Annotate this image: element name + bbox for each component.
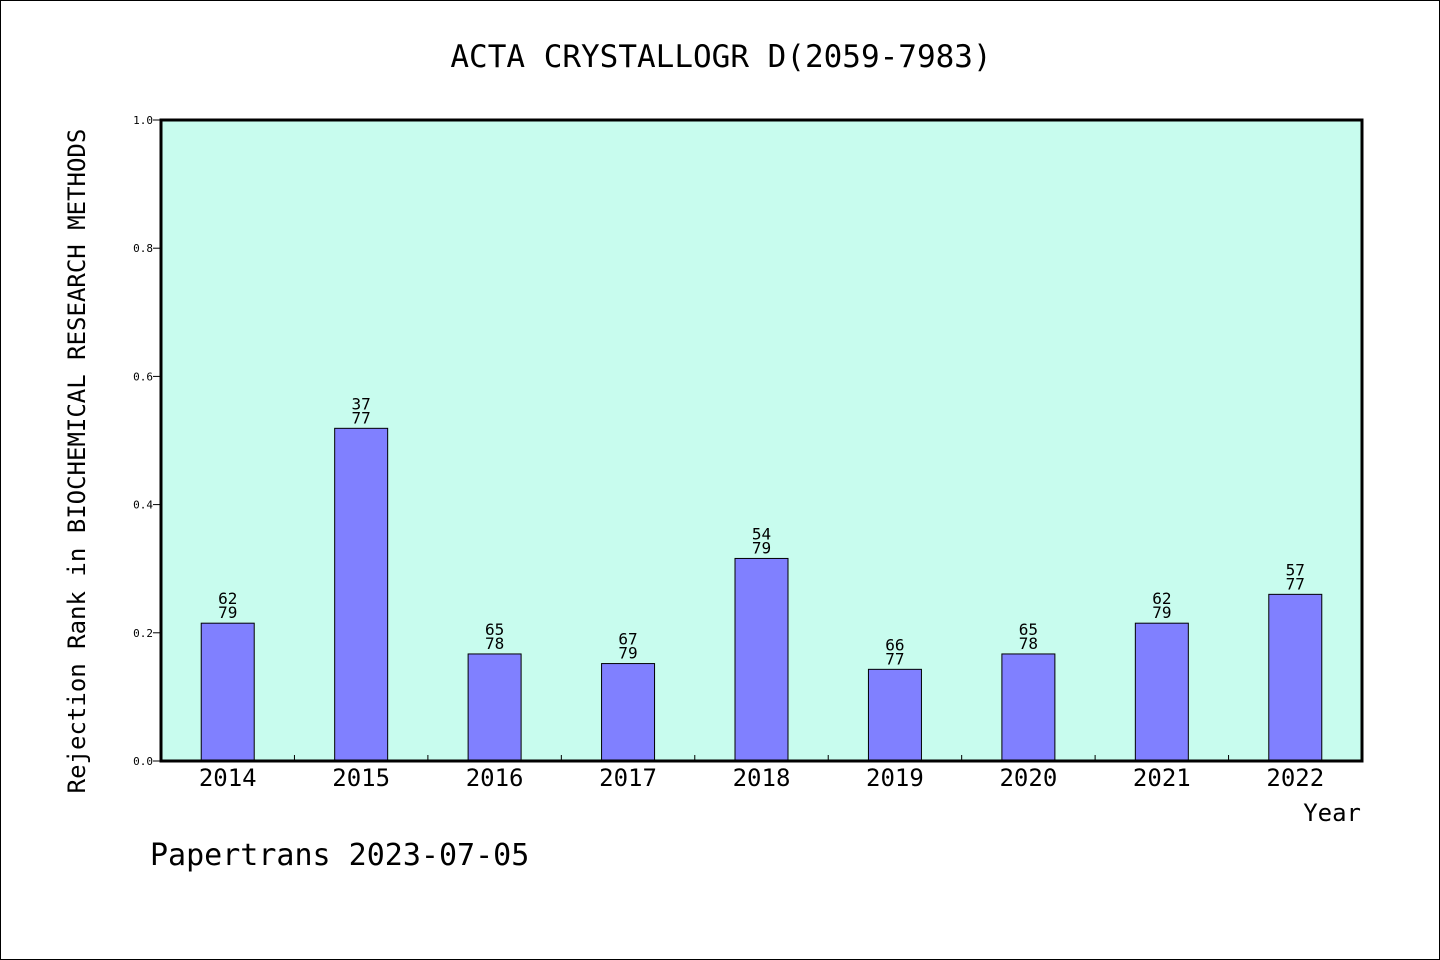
bar bbox=[1001, 653, 1056, 762]
bar bbox=[467, 653, 522, 762]
x-tick-label: 2017 bbox=[599, 764, 657, 792]
y-tick-label: 0.8 bbox=[133, 242, 153, 255]
y-tick-label: 0.6 bbox=[133, 370, 153, 383]
bar bbox=[867, 668, 922, 762]
bar-rank-label: 62 bbox=[218, 589, 237, 608]
bar-rank-label: 65 bbox=[1019, 620, 1038, 639]
bar-total-label: 78 bbox=[1019, 634, 1038, 653]
x-tick-label: 2014 bbox=[199, 764, 257, 792]
plot-border bbox=[159, 118, 1364, 763]
bar bbox=[1134, 622, 1189, 762]
bar-rank-label: 66 bbox=[885, 635, 904, 654]
x-axis: 2014 2015 2016 2017 2018 2019 2020 2021 2022 bbox=[199, 755, 1324, 792]
y-tick-label: 0.4 bbox=[133, 499, 153, 512]
bar bbox=[601, 663, 656, 762]
bar-total-label: 77 bbox=[1286, 574, 1305, 593]
x-tick-label: 2019 bbox=[866, 764, 924, 792]
bar bbox=[334, 427, 389, 762]
bar-total-label: 78 bbox=[485, 634, 504, 653]
y-axis-label: Rejection Rank in BIOCHEMICAL RESEARCH M… bbox=[63, 129, 91, 794]
x-tick-label: 2022 bbox=[1266, 764, 1324, 792]
bar-total-label: 77 bbox=[352, 408, 371, 427]
y-tick-label: 0.2 bbox=[133, 627, 153, 640]
bar-rank-label: 37 bbox=[352, 394, 371, 413]
bar-rank-label: 54 bbox=[752, 524, 771, 543]
bar bbox=[200, 622, 255, 762]
bar bbox=[734, 557, 789, 762]
bar-rank-label: 57 bbox=[1286, 560, 1305, 579]
bar-total-label: 79 bbox=[618, 644, 637, 663]
bar bbox=[1268, 593, 1323, 762]
x-tick-label: 2020 bbox=[999, 764, 1057, 792]
x-tick-label: 2021 bbox=[1133, 764, 1191, 792]
bars-group bbox=[200, 427, 1323, 762]
bar-rank-label: 62 bbox=[1152, 589, 1171, 608]
bar-rank-label: 67 bbox=[618, 630, 637, 649]
bar-rank-label: 65 bbox=[485, 620, 504, 639]
x-axis-label: Year bbox=[1303, 799, 1361, 827]
chart-title: ACTA CRYSTALLOGR D(2059-7983) bbox=[450, 39, 991, 75]
bar-total-label: 79 bbox=[1152, 603, 1171, 622]
footer-text: Papertrans 2023-07-05 bbox=[150, 838, 529, 873]
y-tick-label: 0.0 bbox=[133, 755, 153, 768]
x-tick-label: 2018 bbox=[733, 764, 791, 792]
x-tick-label: 2016 bbox=[466, 764, 524, 792]
y-tick-label: 1.0 bbox=[133, 114, 153, 127]
y-axis: 0.0 0.2 0.4 0.6 0.8 1.0 bbox=[133, 114, 161, 768]
x-tick-label: 2015 bbox=[332, 764, 390, 792]
bar-total-label: 79 bbox=[218, 603, 237, 622]
bar-total-label: 77 bbox=[885, 649, 904, 668]
bar-total-label: 79 bbox=[752, 538, 771, 557]
